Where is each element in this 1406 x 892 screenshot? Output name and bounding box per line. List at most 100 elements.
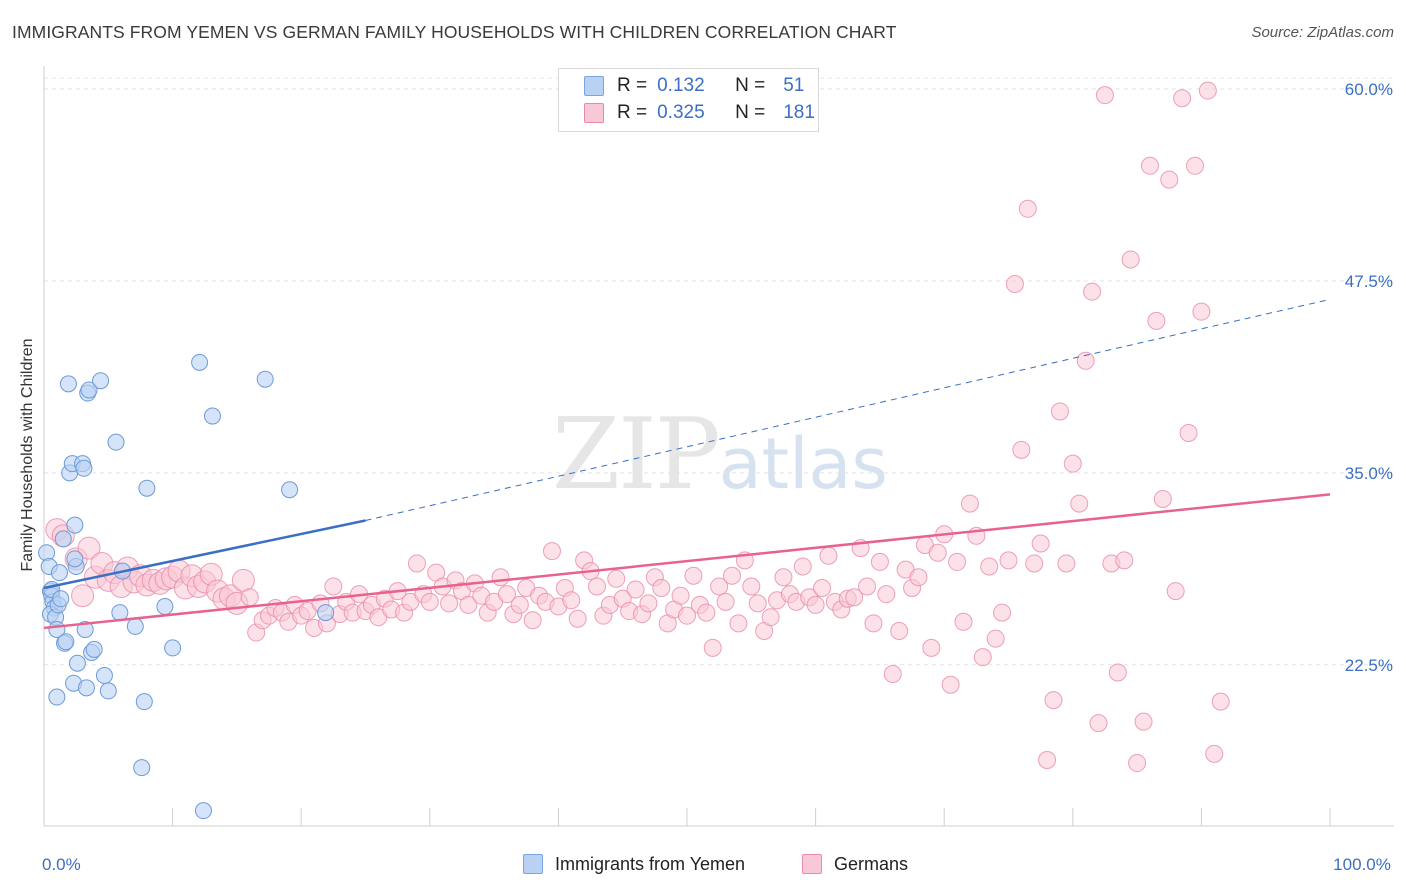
- yemen-trend-extension: [365, 298, 1331, 521]
- yemen-point: [38, 544, 56, 562]
- yemen-point: [95, 667, 113, 685]
- yemen-point: [66, 550, 84, 568]
- germans-point: [1057, 554, 1076, 573]
- germans-point: [748, 594, 767, 613]
- germans-point: [671, 586, 690, 605]
- germans-point: [1044, 691, 1063, 710]
- germans-point: [1095, 86, 1114, 105]
- x-tick-label: 100.0%: [1333, 855, 1391, 874]
- germans-point: [793, 557, 812, 576]
- germans-point: [407, 554, 426, 573]
- germans-point: [1134, 712, 1153, 731]
- germans-point: [1012, 440, 1031, 459]
- germans-point: [1147, 311, 1166, 330]
- y-tick-label: 35.0%: [1345, 464, 1393, 483]
- germans-point: [697, 603, 716, 622]
- yemen-point: [111, 604, 129, 622]
- legend-n-label: N =: [735, 102, 766, 123]
- y-tick-label: 47.5%: [1345, 272, 1393, 291]
- germans-point: [1153, 489, 1172, 508]
- bottom-legend-swatch-yemen: [523, 854, 543, 874]
- germans-point: [1076, 351, 1095, 370]
- germans-point: [742, 577, 761, 596]
- bottom-legend-label-yemen: Immigrants from Yemen: [555, 853, 746, 874]
- yemen-point: [317, 604, 335, 622]
- legend-row-yemen: R = 0.132 N = 51: [584, 74, 804, 98]
- germans-point: [1025, 554, 1044, 573]
- germans-point: [1050, 402, 1069, 421]
- germans-point: [858, 577, 877, 596]
- trend-lines: [43, 298, 1331, 630]
- germans-point: [909, 568, 928, 587]
- germans-point: [1121, 250, 1140, 269]
- bottom-legend-label-germans: Germans: [834, 853, 909, 874]
- germans-point: [877, 585, 896, 604]
- germans-point: [77, 536, 101, 560]
- yemen-point: [126, 617, 144, 635]
- yemen-point: [85, 640, 103, 658]
- source-credit: Source: ZipAtlas.com: [1251, 24, 1394, 41]
- germans-point: [1128, 754, 1147, 773]
- germans-point: [928, 543, 947, 562]
- germans-point: [993, 603, 1012, 622]
- germans-point: [684, 566, 703, 585]
- germans-point: [1018, 199, 1037, 218]
- germans-point: [960, 494, 979, 513]
- yemen-point: [99, 682, 117, 700]
- yemen-point: [133, 759, 151, 777]
- watermark: ZIPatlas: [552, 398, 888, 512]
- germans-point: [922, 638, 941, 657]
- germans-point: [761, 608, 780, 627]
- germans-point: [845, 588, 864, 607]
- legend-r-value: 0.325: [657, 102, 705, 123]
- germans-point: [1166, 582, 1185, 601]
- y-axis-label: Family Households with Children: [19, 338, 36, 572]
- germans-point: [1083, 282, 1102, 301]
- yemen-point: [68, 654, 86, 672]
- yemen-point: [48, 688, 66, 706]
- germans-point: [1211, 692, 1230, 711]
- germans-point: [440, 594, 459, 613]
- germans-point: [986, 629, 1005, 648]
- germans-point: [1185, 156, 1204, 175]
- yemen-point: [80, 381, 98, 399]
- legend-n-value: 181: [783, 102, 815, 123]
- germans-point: [864, 614, 883, 633]
- yemen-point: [75, 459, 93, 477]
- germans-point: [587, 577, 606, 596]
- germans-point: [1038, 750, 1057, 769]
- y-tick-label: 60.0%: [1345, 80, 1393, 99]
- yemen-point: [107, 433, 125, 451]
- legend-swatch-yemen: [584, 76, 604, 96]
- yemen-point: [135, 693, 153, 711]
- germans-point: [542, 542, 561, 561]
- legend-swatch-germans: [584, 103, 604, 123]
- germans-point: [1070, 494, 1089, 513]
- germans-point: [1192, 302, 1211, 321]
- germans-point: [774, 568, 793, 587]
- germans-point: [716, 592, 735, 611]
- legend-r-value: 0.132: [657, 75, 705, 96]
- germans-point: [1108, 663, 1127, 682]
- germans-point: [1115, 551, 1134, 570]
- germans-point: [459, 595, 478, 614]
- germans-point: [883, 665, 902, 683]
- yemen-point: [203, 407, 221, 425]
- yemen-point: [194, 802, 212, 820]
- germans-point: [729, 614, 748, 633]
- germans-point: [948, 552, 967, 571]
- germans-point: [497, 585, 516, 604]
- germans-point: [999, 551, 1018, 570]
- bottom-legend-swatch-germans: [802, 854, 822, 874]
- yemen-point: [50, 564, 68, 582]
- germans-point: [240, 588, 259, 607]
- germans-point: [71, 584, 95, 608]
- yemen-point: [92, 372, 110, 390]
- legend-n-label: N =: [735, 75, 766, 96]
- germans-point: [324, 577, 343, 596]
- yemen-point: [256, 370, 274, 388]
- germans-point: [1160, 170, 1179, 189]
- germans-trend-line: [43, 493, 1331, 630]
- yemen-point: [54, 530, 72, 548]
